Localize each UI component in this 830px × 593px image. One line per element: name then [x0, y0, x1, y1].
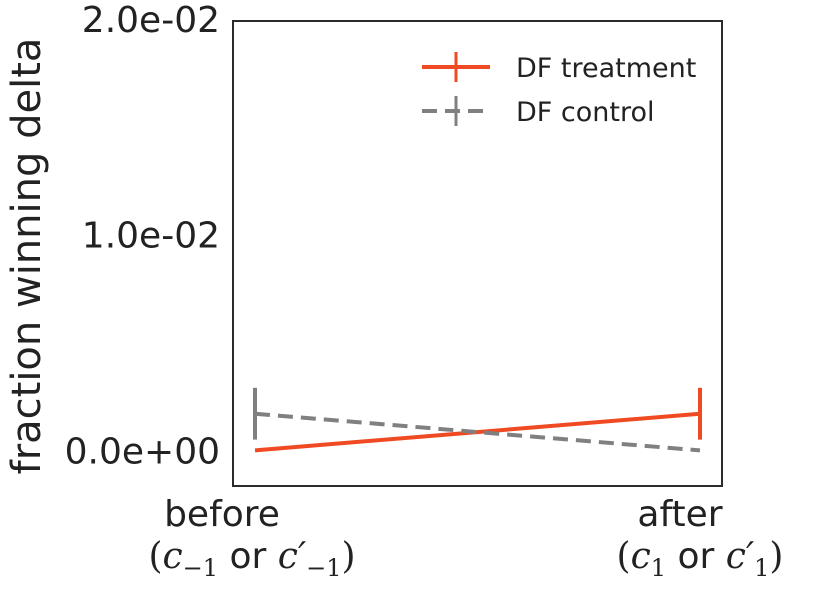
y-tick-label: 2.0e-02: [82, 0, 220, 41]
x-category-label-before: before: [164, 494, 280, 535]
x-category-sublabel-after: (c1 or c′1): [617, 536, 784, 582]
y-tick-label: 0.0e+00: [65, 431, 220, 472]
x-category-label-after: after: [637, 494, 722, 535]
series-df-treatment: [254, 387, 702, 453]
series-df-control: [253, 387, 701, 453]
series-layer: [253, 387, 702, 453]
y-tick-label: 1.0e-02: [82, 216, 220, 257]
plot-frame: [232, 20, 723, 487]
x-category-sublabel-before: (c−1 or c′−1): [148, 536, 355, 582]
legend: DF treatment DF control: [422, 52, 696, 128]
legend-label-df-control: DF control: [516, 97, 655, 128]
series-line-df-treatment: [254, 411, 701, 453]
series-line-df-control: [254, 411, 701, 453]
legend-label-df-treatment: DF treatment: [516, 53, 696, 84]
y-axis-title: fraction winning delta: [4, 38, 50, 475]
